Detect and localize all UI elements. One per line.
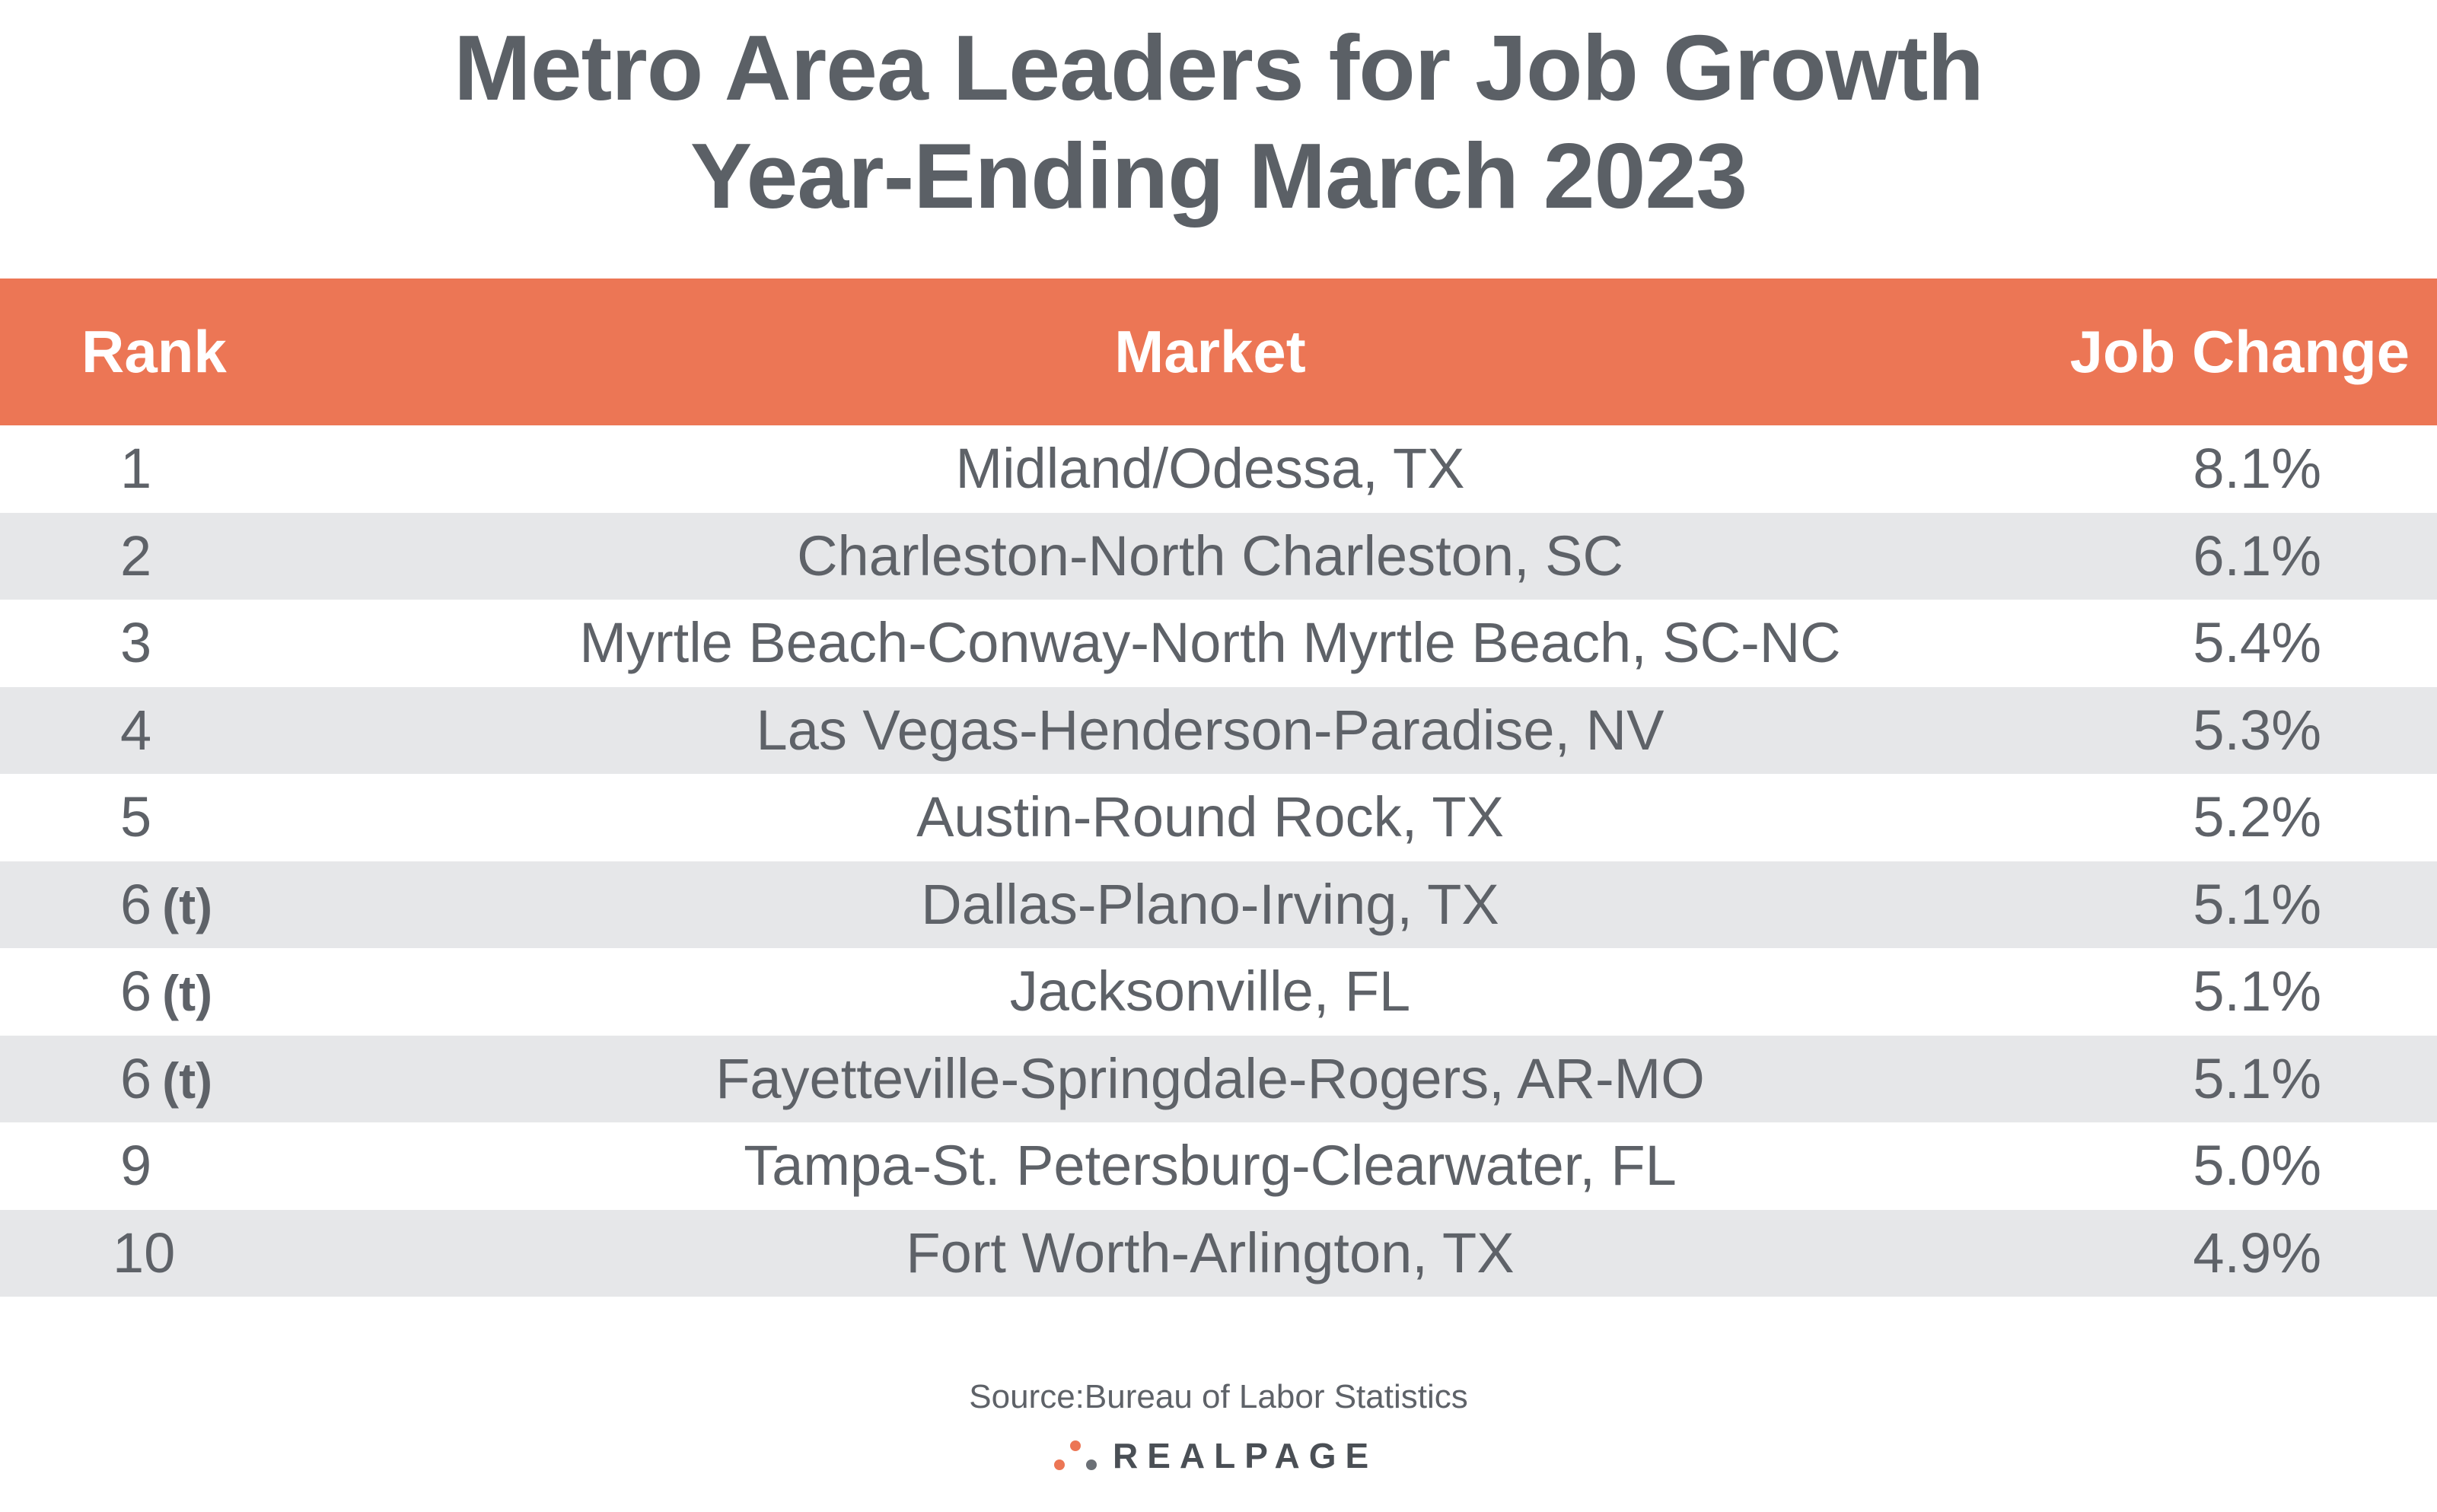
tie-marker: (t) — [162, 877, 213, 934]
rank-number: 6 — [120, 1046, 152, 1110]
rank-cell: 1 — [120, 425, 151, 512]
table-row: 3 Myrtle Beach-Conway-North Myrtle Beach… — [0, 600, 2437, 687]
rank-cell: 6 (t) — [120, 861, 212, 950]
table-header: Rank Market Job Change — [0, 279, 2437, 425]
market-cell: Midland/Odessa, TX — [955, 437, 1465, 500]
job-change-cell: 5.0% — [2193, 1134, 2321, 1197]
table-row: 5 Austin-Round Rock, TX 5.2% — [0, 774, 2437, 861]
tie-marker: (t) — [162, 965, 213, 1021]
realpage-logo: REALPAGE — [1052, 1429, 1378, 1482]
logo-text: REALPAGE — [1113, 1436, 1378, 1475]
table-row: 1 Midland/Odessa, TX 8.1% — [0, 425, 2437, 513]
job-change-cell: 5.2% — [2193, 785, 2321, 848]
rank-cell: 9 — [120, 1122, 151, 1209]
rank-cell: 5 — [120, 774, 151, 861]
table-row: 4 Las Vegas-Henderson-Paradise, NV 5.3% — [0, 686, 2437, 774]
three-dots-logo-icon — [1054, 1440, 1097, 1470]
rank-cell: 2 — [120, 513, 151, 600]
job-change-cell: 8.1% — [2193, 437, 2321, 500]
rank-number: 6 — [120, 872, 152, 936]
rank-cell: 6 (t) — [120, 1036, 212, 1124]
header-job-change: Job Change — [2069, 318, 2410, 385]
job-change-cell: 4.9% — [2193, 1221, 2321, 1284]
job-change-cell: 5.1% — [2193, 872, 2321, 936]
rank-number: 4 — [120, 698, 152, 762]
rank-number: 10 — [113, 1221, 176, 1284]
rank-number: 5 — [120, 785, 152, 848]
market-cell: Fort Worth-Arlington, TX — [906, 1221, 1515, 1284]
rank-cell: 3 — [120, 600, 151, 686]
market-cell: Austin-Round Rock, TX — [916, 785, 1504, 848]
rank-number: 2 — [120, 524, 152, 587]
table-row: 6 (t) Fayetteville-Springdale-Rogers, AR-… — [0, 1035, 2437, 1124]
market-cell: Las Vegas-Henderson-Paradise, NV — [756, 698, 1664, 762]
rank-number: 3 — [120, 611, 152, 674]
title-line-2: Year-Ending March 2023 — [690, 124, 1747, 228]
market-cell: Fayetteville-Springdale-Rogers, AR-MO — [715, 1046, 1705, 1110]
job-change-cell: 6.1% — [2193, 524, 2321, 587]
table-row: 6 (t) Jacksonville, FL 5.1% — [0, 948, 2437, 1036]
table-row: 9 Tampa-St. Petersburg-Clearwater, FL 5.… — [0, 1122, 2437, 1210]
header-rank: Rank — [81, 318, 227, 385]
chart-title: Metro Area Leaders for Job Growth Year-E… — [0, 14, 2437, 230]
table-row: 10 Fort Worth-Arlington, TX 4.9% — [0, 1209, 2437, 1297]
job-change-cell: 5.4% — [2193, 611, 2321, 674]
market-cell: Myrtle Beach-Conway-North Myrtle Beach, … — [579, 611, 1841, 674]
market-cell: Dallas-Plano-Irving, TX — [921, 872, 1499, 936]
source-note: Source:Bureau of Labor Statistics — [969, 1378, 1468, 1415]
rank-cell: 10 — [113, 1210, 175, 1297]
rank-cell: 6 (t) — [120, 948, 212, 1036]
tie-marker: (t) — [162, 1052, 213, 1109]
job-change-cell: 5.3% — [2193, 698, 2321, 762]
table-row: 2 Charleston-North Charleston, SC 6.1% — [0, 512, 2437, 600]
rank-number: 6 — [120, 960, 152, 1023]
rank-cell: 4 — [120, 687, 151, 774]
header-market: Market — [1114, 318, 1306, 385]
table-row: 6 (t) Dallas-Plano-Irving, TX 5.1% — [0, 861, 2437, 950]
rank-number: 9 — [120, 1134, 152, 1197]
market-cell: Jacksonville, FL — [1009, 960, 1411, 1023]
job-change-cell: 5.1% — [2193, 960, 2321, 1023]
rankings-table: Rank Market Job Change 1 Midland/Odessa,… — [0, 279, 2437, 1297]
job-change-cell: 5.1% — [2193, 1046, 2321, 1110]
market-cell: Tampa-St. Petersburg-Clearwater, FL — [744, 1134, 1677, 1197]
title-line-1: Metro Area Leaders for Job Growth — [454, 16, 1984, 119]
market-cell: Charleston-North Charleston, SC — [797, 524, 1623, 587]
rank-number: 1 — [120, 437, 152, 500]
